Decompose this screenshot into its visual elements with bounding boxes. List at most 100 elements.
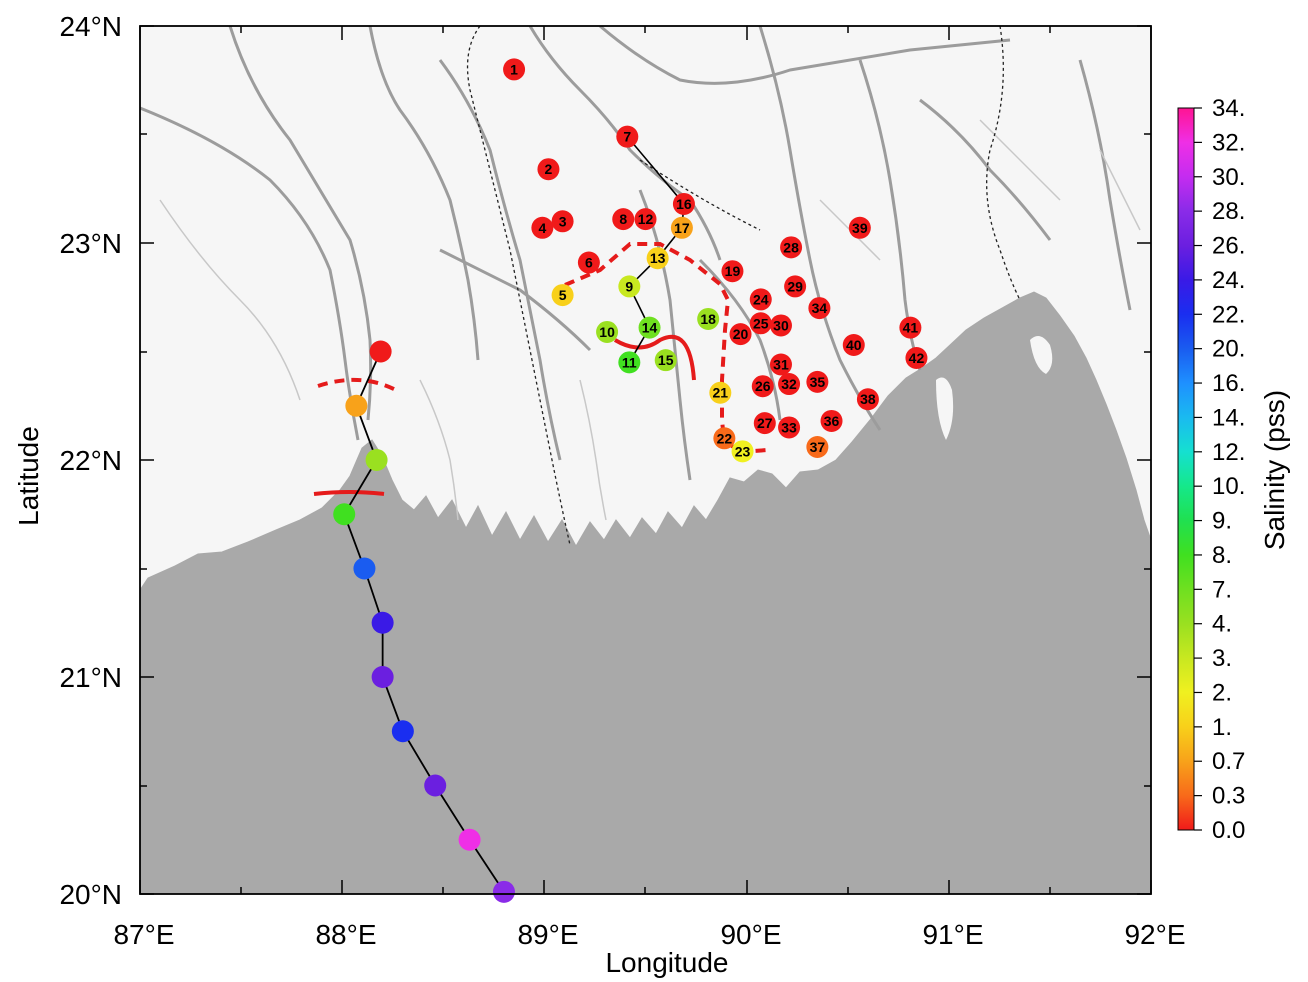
colorbar-label: 7. xyxy=(1212,576,1232,603)
transect-station-marker xyxy=(345,394,368,417)
station-number-label: 21 xyxy=(713,385,729,401)
station-number-label: 8 xyxy=(619,211,627,227)
station-number-label: 6 xyxy=(585,255,593,271)
station-marker xyxy=(612,208,635,231)
colorbar-label: 28. xyxy=(1212,198,1245,225)
station-marker xyxy=(577,251,600,274)
station-number-label: 19 xyxy=(725,263,741,279)
station-marker xyxy=(806,435,829,458)
station-number-label: 42 xyxy=(909,350,925,366)
x-tick-label: 90°E xyxy=(720,919,781,950)
station-number-label: 26 xyxy=(755,378,771,394)
station-number-label: 39 xyxy=(852,220,868,236)
station-marker xyxy=(749,288,772,311)
station-marker xyxy=(778,416,801,439)
station-marker xyxy=(646,247,669,270)
station-number-label: 10 xyxy=(599,324,615,340)
y-axis xyxy=(140,25,1151,895)
x-tick-label: 92°E xyxy=(1124,919,1185,950)
station-number-label: 27 xyxy=(757,415,773,431)
colorbar-label: 1. xyxy=(1212,714,1232,741)
station-marker xyxy=(616,125,639,148)
station-number-label: 41 xyxy=(903,320,919,336)
colorbar-label: 32. xyxy=(1212,129,1245,156)
colorbar-labels: 34. 32. 30. 28. 26. 24. 22. 20. 16. 14. 12. 10. 9. 8.… xyxy=(1194,95,1245,844)
colorbar-scale xyxy=(1177,107,1195,831)
station-number-label: 4 xyxy=(538,220,546,236)
station-number-label: 32 xyxy=(781,376,797,392)
station-number-label: 38 xyxy=(860,391,876,407)
y-tick-label: 24°N xyxy=(59,11,122,42)
map-area xyxy=(140,26,1151,894)
colorbar-label: 14. xyxy=(1212,404,1245,431)
colorbar: 34. 32. 30. 28. 26. 24. 22. 20. 16. 14. 12. 10. 9. 8.… xyxy=(1177,95,1290,844)
station-marker xyxy=(784,275,807,298)
station-number-label: 36 xyxy=(824,413,840,429)
station-marker xyxy=(731,440,754,463)
transect-station-marker xyxy=(371,611,394,634)
station-number-label: 9 xyxy=(625,278,633,294)
solid-boundary-hooghly xyxy=(313,490,385,496)
station-marker xyxy=(503,58,526,81)
colorbar-label: 22. xyxy=(1212,301,1245,328)
station-number-label: 31 xyxy=(773,357,789,373)
sea xyxy=(140,291,1151,894)
station-marker xyxy=(531,216,554,239)
colorbar-label: 9. xyxy=(1212,508,1232,535)
station-marker xyxy=(654,349,677,372)
colorbar-label: 0.0 xyxy=(1212,817,1245,844)
station-marker xyxy=(753,412,776,435)
colorbar-label: 2. xyxy=(1212,679,1232,706)
island-hatiya xyxy=(936,377,954,440)
station-marker xyxy=(905,347,928,370)
country-border xyxy=(466,26,1021,546)
colorbar-label: 0.7 xyxy=(1212,748,1245,775)
colorbar-label: 4. xyxy=(1212,611,1232,638)
station-marker xyxy=(729,323,752,346)
station-marker xyxy=(672,192,695,215)
station-marker xyxy=(842,333,865,356)
y-tick-label: 22°N xyxy=(59,445,122,476)
transect-station-marker xyxy=(424,774,447,797)
y-axis-title: Latitude xyxy=(13,426,44,526)
transect-station-marker xyxy=(492,880,515,903)
red-boundaries xyxy=(313,242,769,496)
station-number-label: 22 xyxy=(717,430,733,446)
colorbar-label: 12. xyxy=(1212,439,1245,466)
station-number-label: 33 xyxy=(781,419,797,435)
station-number-label: 16 xyxy=(676,196,692,212)
y-tick-label: 20°N xyxy=(59,879,122,910)
station-number-label: 12 xyxy=(638,211,654,227)
island-east xyxy=(1030,336,1053,374)
station-marker xyxy=(537,158,560,181)
colorbar-label: 3. xyxy=(1212,645,1232,672)
transect-station-marker xyxy=(371,666,394,688)
station-number-label: 34 xyxy=(812,300,828,316)
transect-station-marker xyxy=(365,449,388,471)
transect-station-marker xyxy=(458,828,481,851)
x-tick-label: 89°E xyxy=(517,919,578,950)
solid-boundary-sundarbans xyxy=(613,334,696,381)
station-number-label: 24 xyxy=(753,291,769,307)
station-marker xyxy=(848,216,871,239)
dashed-boundary-east xyxy=(564,242,769,455)
stations: 1234567891011121314151617181920212223242… xyxy=(333,58,928,903)
colorbar-label: 8. xyxy=(1212,542,1232,569)
station-number-label: 5 xyxy=(559,287,567,303)
station-marker xyxy=(780,236,803,259)
station-marker xyxy=(670,216,693,239)
y-tick-label: 21°N xyxy=(59,662,122,693)
transect-station-marker xyxy=(391,720,414,743)
x-tick-label: 91°E xyxy=(922,919,983,950)
station-marker xyxy=(806,370,829,393)
colorbar-label: 0.3 xyxy=(1212,783,1245,810)
station-number-label: 1 xyxy=(510,61,518,77)
station-number-label: 3 xyxy=(559,213,567,229)
station-marker xyxy=(713,427,736,450)
station-marker xyxy=(618,351,641,374)
transect-station-marker xyxy=(353,557,376,580)
station-marker xyxy=(721,260,744,283)
colorbar-label: 26. xyxy=(1212,233,1245,260)
station-number-label: 25 xyxy=(753,315,769,331)
